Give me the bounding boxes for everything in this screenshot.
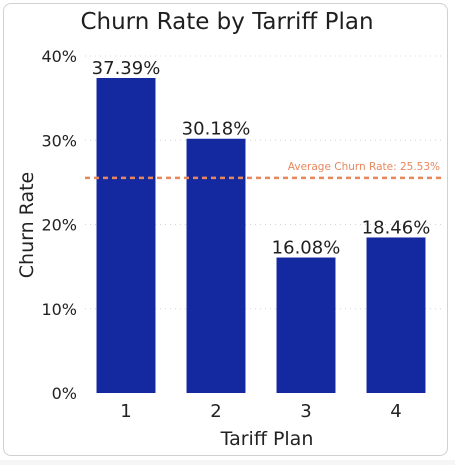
x-tick-label: 4 xyxy=(390,401,401,422)
bar-value-label: 37.39% xyxy=(92,58,161,79)
y-tick-label: 10% xyxy=(41,300,77,319)
y-tick-label: 30% xyxy=(41,131,77,150)
bar-value-label: 18.46% xyxy=(362,217,431,238)
average-line-label: Average Churn Rate: 25.53% xyxy=(288,161,440,173)
page-background-strip xyxy=(0,460,455,465)
data-labels: 37.39% 30.18% 16.08% 18.46% xyxy=(92,58,431,259)
bar-value-label: 16.08% xyxy=(272,238,341,259)
average-reference: Average Churn Rate: 25.53% xyxy=(85,161,445,180)
x-tick-label: 1 xyxy=(120,401,131,422)
bar-plan-1[interactable] xyxy=(96,77,156,393)
bar-plan-2[interactable] xyxy=(186,138,246,393)
chart-title: Churn Rate by Tarriff Plan xyxy=(80,9,373,35)
bar-plan-3[interactable] xyxy=(276,257,336,393)
y-axis-ticks: 0% 10% 20% 30% 40% xyxy=(41,47,77,403)
x-tick-label: 2 xyxy=(210,401,221,422)
y-tick-label: 40% xyxy=(41,47,77,66)
x-tick-label: 3 xyxy=(300,401,311,422)
y-tick-label: 20% xyxy=(41,216,77,235)
bars xyxy=(96,77,426,393)
y-tick-label: 0% xyxy=(52,384,77,403)
x-axis-ticks: 1 2 3 4 xyxy=(120,401,401,422)
bar-plan-4[interactable] xyxy=(366,237,426,393)
y-axis-title: Churn Rate xyxy=(16,172,38,278)
x-axis-title: Tariff Plan xyxy=(220,428,314,450)
bar-value-label: 30.18% xyxy=(182,119,251,140)
